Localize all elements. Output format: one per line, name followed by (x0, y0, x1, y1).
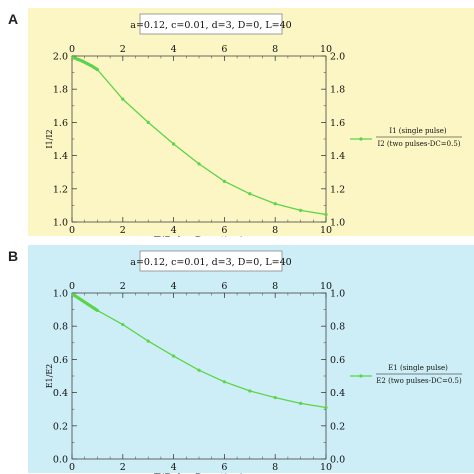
y-tick-label-left: 1.4 (53, 151, 68, 162)
data-point (197, 368, 201, 372)
y-tick-label-left: 1.0 (53, 218, 68, 229)
legend-denominator: I2 (two pulses-DC=0.5) (377, 140, 460, 148)
y-tick-label-right: 1.0 (330, 218, 345, 229)
y-tick-label-right: 0.6 (330, 355, 345, 366)
data-point (146, 339, 150, 343)
data-point (273, 202, 277, 206)
x-tick-label-top: 0 (69, 44, 75, 55)
panel-letter: B (8, 248, 18, 264)
x-tick-label-bottom: 4 (171, 225, 177, 236)
y-tick-label-right: 1.6 (330, 118, 345, 129)
y-tick-label-left: 1.2 (53, 184, 68, 195)
x-tick-label-bottom: 0 (69, 225, 75, 236)
params-label: a=0.12, c=0.01, d=3, D=0, L=40 (130, 20, 291, 31)
data-point (248, 192, 252, 196)
x-tick-label-top: 6 (221, 281, 227, 292)
y-tick-label-right: 1.8 (330, 85, 345, 96)
x-tick-label-top: 8 (272, 44, 278, 55)
x-tick-label-top: 0 (69, 281, 75, 292)
data-point (95, 308, 99, 313)
x-tick-label-top: 4 (171, 281, 177, 292)
data-point (299, 208, 303, 212)
y-tick-label-right: 2.0 (330, 52, 345, 63)
data-point (146, 120, 150, 124)
data-point (248, 389, 252, 393)
x-tick-label-bottom: 2 (120, 225, 126, 236)
legend-numerator: E1 (single pulse) (388, 364, 448, 372)
legend-swatch-point (359, 374, 363, 378)
data-point (324, 405, 328, 410)
panel-b-background (28, 245, 474, 473)
x-tick-label-bottom: 4 (171, 462, 177, 473)
legend-swatch-point (359, 137, 363, 141)
x-axis-label: T(Pulse Duration) (154, 236, 244, 237)
x-tick-label-bottom: 6 (221, 462, 227, 473)
y-tick-label-left: 0.0 (53, 455, 68, 466)
x-tick-label-top: 8 (272, 281, 278, 292)
y-tick-label-right: 0.0 (330, 455, 345, 466)
y-tick-label-left: 1.6 (53, 118, 68, 129)
data-point (197, 162, 201, 166)
params-box (139, 250, 283, 272)
y-tick-label-left: 0.8 (53, 322, 68, 333)
y-tick-label-right: 1.0 (330, 289, 345, 300)
y-axis-label: I1/I2 (45, 129, 54, 148)
y-axis-label: E1/E2 (45, 364, 54, 389)
x-tick-label-top: 6 (221, 44, 227, 55)
data-point (222, 380, 226, 384)
x-tick-label-top: 2 (120, 44, 126, 55)
params-box (139, 13, 283, 35)
params-label: a=0.12, c=0.01, d=3, D=0, L=40 (130, 257, 291, 268)
data-point (95, 68, 99, 72)
x-tick-label-bottom: 8 (272, 225, 278, 236)
data-point (172, 142, 176, 146)
x-tick-label-bottom: 10 (320, 225, 332, 236)
y-tick-label-left: 1.8 (53, 85, 68, 96)
data-point (172, 354, 176, 358)
legend-denominator: E2 (two pulses-DC=0.5) (376, 377, 462, 385)
x-tick-label-bottom: 2 (120, 462, 126, 473)
data-point (299, 401, 303, 405)
x-tick-label-bottom: 10 (320, 462, 332, 473)
data-point (222, 179, 226, 183)
data-point (324, 212, 328, 217)
y-tick-label-right: 1.2 (330, 184, 345, 195)
x-tick-label-bottom: 0 (69, 462, 75, 473)
panel-a-background (28, 8, 474, 236)
x-tick-label-top: 4 (171, 44, 177, 55)
y-tick-label-right: 0.8 (330, 322, 345, 333)
data-point (121, 322, 125, 327)
legend-numerator: I1 (single pulse) (389, 127, 447, 135)
x-tick-label-top: 2 (120, 281, 126, 292)
data-point (273, 395, 277, 400)
x-tick-label-bottom: 6 (221, 225, 227, 236)
x-tick-label-top: 10 (320, 281, 332, 292)
y-tick-label-right: 0.4 (330, 388, 345, 399)
y-tick-label-right: 0.2 (330, 421, 345, 432)
y-tick-label-left: 0.4 (53, 388, 68, 399)
y-tick-label-right: 1.4 (330, 151, 345, 162)
y-tick-label-left: 2.0 (53, 52, 68, 63)
y-tick-label-left: 0.6 (53, 355, 68, 366)
y-tick-label-left: 0.2 (53, 421, 68, 432)
panel-letter: A (8, 11, 18, 27)
x-tick-label-bottom: 8 (272, 462, 278, 473)
y-tick-label-left: 1.0 (53, 289, 68, 300)
data-point (121, 97, 125, 101)
x-tick-label-top: 10 (320, 44, 332, 55)
